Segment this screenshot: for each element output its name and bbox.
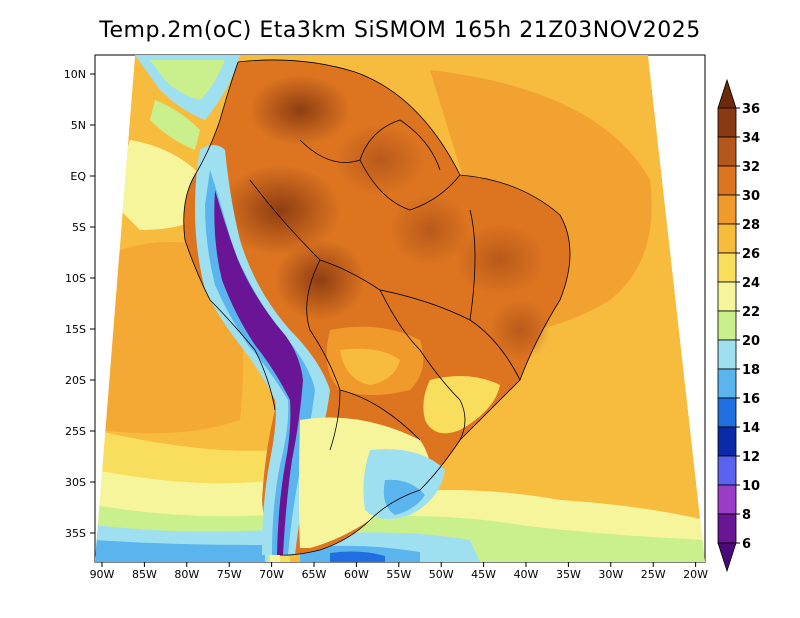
- lon-tick-label: 75W: [217, 568, 242, 581]
- colorbar-segment: [717, 281, 737, 312]
- lat-tick-label: 20S: [65, 374, 86, 387]
- lon-tick-label: 25W: [641, 568, 666, 581]
- colorbar-segment: [717, 426, 737, 457]
- colorbar-segment: [717, 252, 737, 283]
- lat-tick-label: 5N: [71, 119, 86, 132]
- lon-tick-label: 80W: [174, 568, 199, 581]
- colorbar-label: 22: [742, 305, 760, 320]
- colorbar-segment: [717, 136, 737, 167]
- colorbar-label: 20: [742, 334, 760, 349]
- colorbar-label: 6: [742, 537, 751, 552]
- colorbar-segment: [717, 310, 737, 341]
- colorbar-under-arrow: [717, 542, 737, 573]
- lat-tick-label: 25S: [65, 425, 86, 438]
- colorbar-label: 8: [742, 508, 751, 523]
- colorbar-segment: [717, 455, 737, 486]
- lon-tick-label: 65W: [302, 568, 327, 581]
- lon-tick-label: 30W: [598, 568, 623, 581]
- color-legend: 36 34 32 30 28 26 24 22 20 18 16 14 12 10 8 6: [717, 78, 760, 573]
- colorbar-segment: [717, 223, 737, 254]
- lat-tick-label: 5S: [72, 221, 86, 234]
- lat-tick-label: 30S: [65, 476, 86, 489]
- colorbar-label: 28: [742, 218, 760, 233]
- lat-tick-label: 10S: [65, 272, 86, 285]
- lat-tick-label: 10N: [64, 68, 86, 81]
- temperature-field: [95, 55, 705, 562]
- lat-tick-label: 35S: [65, 527, 86, 540]
- lon-tick-label: 35W: [556, 568, 581, 581]
- colorbar-segment: [717, 397, 737, 428]
- country-borders: [183, 59, 571, 556]
- colorbar-over-arrow: [717, 78, 737, 109]
- colorbar-label: 30: [742, 189, 760, 204]
- colorbar-label: 10: [742, 479, 760, 494]
- lon-tick-label: 45W: [471, 568, 496, 581]
- latitude-axis: 10N 5N EQ 5S 10S 15S 20S 25S 30S 35S: [64, 68, 95, 540]
- colorbar-segment: [717, 165, 737, 196]
- lon-tick-label: 85W: [132, 568, 157, 581]
- lon-tick-label: 40W: [514, 568, 539, 581]
- lon-tick-label: 70W: [259, 568, 284, 581]
- colorbar-label: 12: [742, 450, 760, 465]
- colorbar-label: 16: [742, 392, 760, 407]
- lon-tick-label: 20W: [683, 568, 708, 581]
- lon-tick-label: 60W: [344, 568, 369, 581]
- colorbar-label: 24: [742, 276, 760, 291]
- colorbar-segment: [717, 368, 737, 399]
- colorbar-label: 18: [742, 363, 760, 378]
- lon-tick-label: 55W: [386, 568, 411, 581]
- colorbar-label: 34: [742, 131, 760, 146]
- longitude-axis: 90W 85W 80W 75W 70W 65W 60W 55W 50W 45W 40W 35W 30W 2…: [90, 562, 708, 581]
- colorbar-label: 36: [742, 102, 760, 117]
- lon-tick-label: 50W: [429, 568, 454, 581]
- lat-tick-label: 15S: [65, 323, 86, 336]
- colorbar-segment: [717, 194, 737, 225]
- map-title: Temp.2m(oC) Eta3km SiSMOM 165h 21Z03NOV2…: [99, 18, 701, 43]
- colorbar-label: 26: [742, 247, 760, 262]
- lat-tick-label: EQ: [70, 170, 86, 183]
- colorbar-segment: [717, 484, 737, 515]
- colorbar-segment: [717, 107, 737, 138]
- colorbar-label: 32: [742, 160, 760, 175]
- colorbar-segment: [717, 339, 737, 370]
- lon-tick-label: 90W: [90, 568, 115, 581]
- colorbar-label: 14: [742, 421, 760, 436]
- colorbar-segment: [717, 513, 737, 544]
